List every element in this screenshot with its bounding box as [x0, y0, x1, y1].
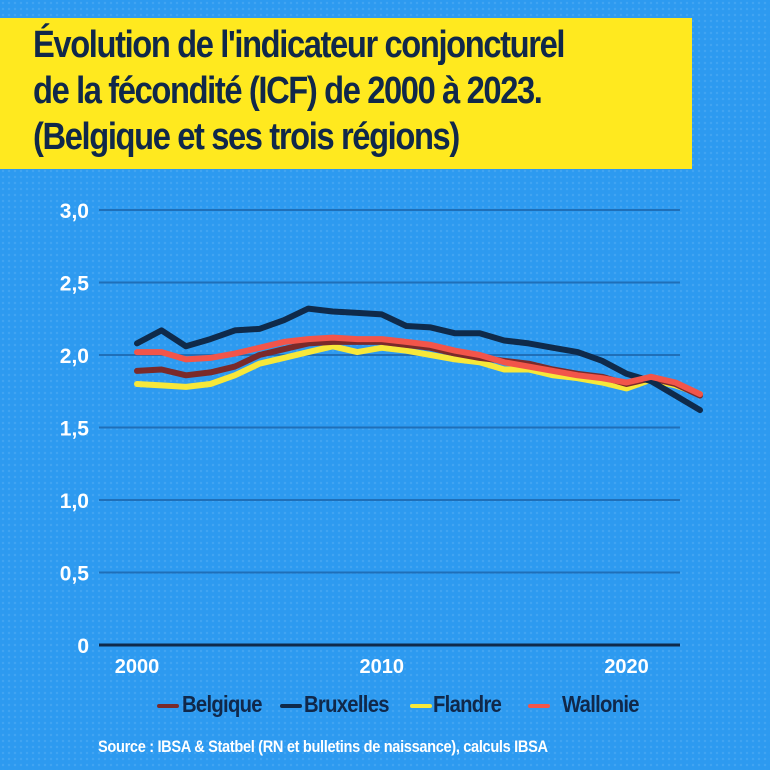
y-tick-label: 2,5 — [60, 273, 90, 296]
y-tick-label: 0 — [77, 635, 89, 658]
legend-swatch-belgique — [157, 704, 179, 708]
x-tick-label: 2010 — [360, 656, 405, 678]
series-line-bruxelles — [134, 305, 703, 414]
gridlines — [99, 209, 680, 647]
series-line-wallonie — [134, 334, 703, 398]
series-line-flandre — [134, 343, 703, 398]
x-axis-ticks: 2000 2010 2020 — [115, 656, 649, 678]
y-tick-label: 1,5 — [60, 418, 90, 441]
legend-swatch-wallonie — [528, 704, 550, 708]
y-tick-label: 3,0 — [60, 200, 89, 223]
legend-swatch-bruxelles — [280, 704, 302, 708]
chart-title-line-2: de la fécondité (ICF) de 2000 à 2023. — [33, 70, 543, 112]
y-tick-label: 0,5 — [60, 563, 90, 586]
legend-swatch-flandre — [410, 704, 432, 708]
legend: Belgique Bruxelles Flandre Wallonie — [0, 690, 770, 720]
series-lines — [134, 305, 703, 414]
legend-label-flandre: Flandre — [433, 691, 502, 717]
chart-title-line-1: Évolution de l'indicateur conjoncturel — [33, 24, 565, 66]
legend-label-belgique: Belgique — [182, 691, 263, 717]
chart-title-line-3: (Belgique et ses trois régions) — [33, 116, 460, 158]
y-tick-label: 2,0 — [60, 345, 89, 368]
x-tick-label: 2000 — [115, 656, 160, 678]
y-tick-label: 1,0 — [60, 490, 89, 513]
x-tick-label: 2020 — [604, 656, 649, 678]
title-banner: Évolution de l'indicateur conjoncturel d… — [0, 18, 692, 169]
legend-label-bruxelles: Bruxelles — [304, 691, 390, 717]
legend-label-wallonie: Wallonie — [562, 691, 640, 717]
y-axis-ticks: 0 0,5 1,0 1,5 2,0 2,5 3,0 — [60, 200, 90, 658]
source-note: Source : IBSA & Statbel (RN et bulletins… — [98, 737, 548, 756]
